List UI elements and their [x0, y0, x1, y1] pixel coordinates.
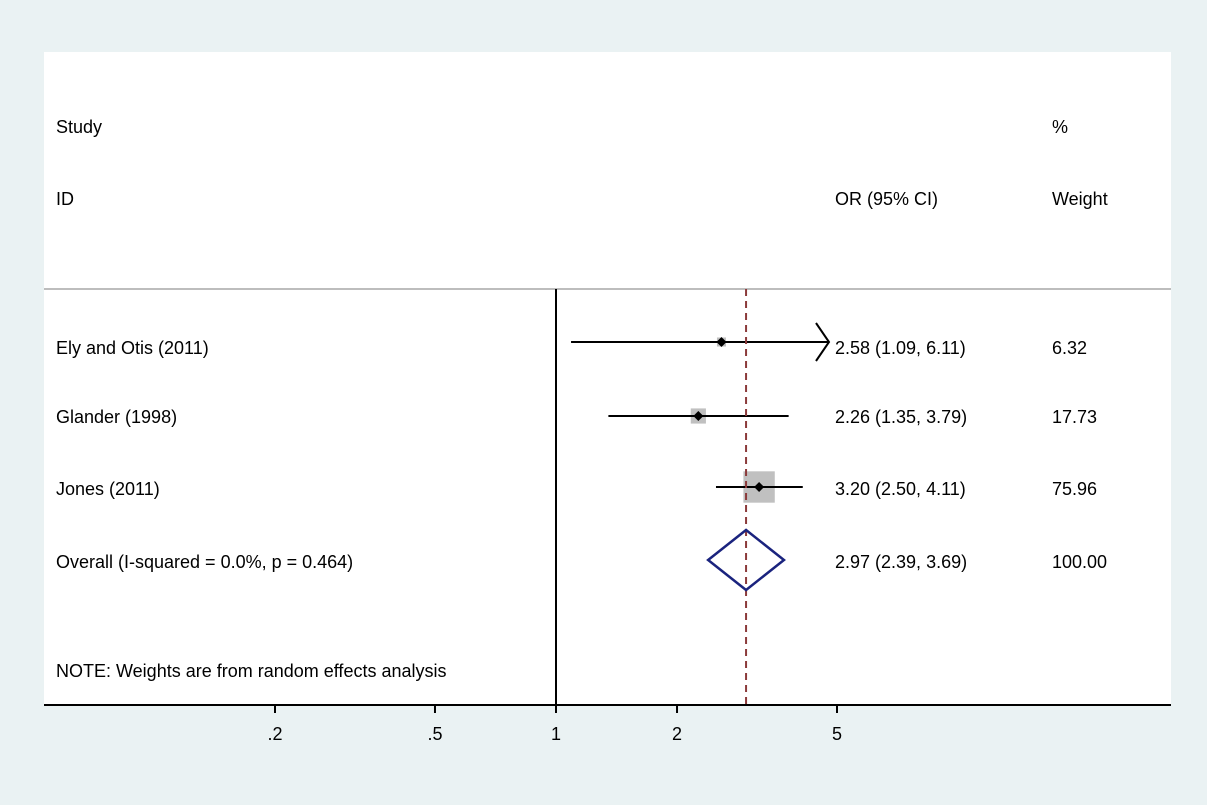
overall-label: Overall (I-squared = 0.0%, p = 0.464)	[56, 552, 353, 572]
ci-arrow-1	[815, 322, 831, 362]
x-tick-label-4: 2	[672, 724, 682, 744]
study-or-ci-1: 2.58 (1.09, 6.11)	[835, 338, 966, 358]
overall-or-ci: 2.97 (2.39, 3.69)	[835, 552, 967, 572]
x-tick-label-2: .5	[427, 724, 442, 744]
header-id: ID	[56, 189, 74, 209]
point-estimate-2	[693, 411, 704, 421]
overall-diamond	[706, 528, 786, 592]
study-or-ci-3: 3.20 (2.50, 4.11)	[835, 479, 966, 499]
study-or-ci-2: 2.26 (1.35, 3.79)	[835, 407, 967, 427]
point-estimate-1	[716, 337, 727, 347]
x-tick-label-3: 1	[551, 724, 561, 744]
header-weight: Weight	[1052, 189, 1108, 209]
point-estimate-3	[754, 482, 765, 492]
study-label-2: Glander (1998)	[56, 407, 177, 427]
x-tick-label-5: 5	[832, 724, 842, 744]
study-label-3: Jones (2011)	[56, 479, 160, 499]
header-study: Study	[56, 117, 102, 137]
header-percent: %	[1052, 117, 1068, 137]
plot-panel	[44, 52, 1171, 706]
study-weight-2: 17.73	[1052, 407, 1097, 427]
footnote: NOTE: Weights are from random effects an…	[56, 661, 446, 681]
x-axis-ticks: .2 .5 1 2 5	[267, 705, 842, 744]
x-tick-label-1: .2	[267, 724, 282, 744]
study-weight-3: 75.96	[1052, 479, 1097, 499]
study-label-1: Ely and Otis (2011)	[56, 338, 209, 358]
overall-weight: 100.00	[1052, 552, 1107, 572]
study-weight-1: 6.32	[1052, 338, 1087, 358]
header-or-ci: OR (95% CI)	[835, 189, 938, 209]
forest-marks	[555, 289, 831, 705]
